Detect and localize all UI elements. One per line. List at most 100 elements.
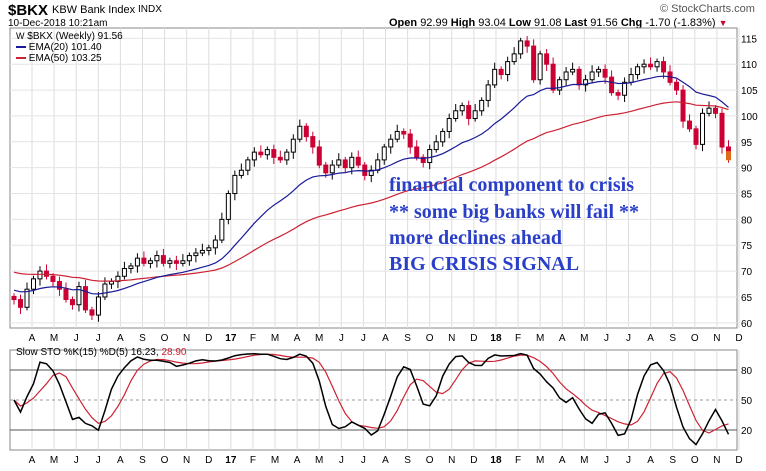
sto-x-tick-label: M: [315, 455, 323, 466]
x-tick-label: S: [404, 333, 411, 344]
sto-x-tick-label: A: [647, 455, 654, 466]
legend-ema20: EMA(20) 101.40: [16, 42, 102, 53]
candle-body: [693, 128, 699, 145]
sto-x-tick-label: A: [117, 455, 124, 466]
candle-body: [128, 265, 134, 270]
candle-body: [349, 156, 355, 169]
candle-body: [355, 156, 361, 166]
candle-body: [648, 63, 654, 68]
chg-label: Chg: [620, 17, 643, 29]
sto-x-tick-label: D: [470, 455, 477, 466]
candle-body: [433, 141, 439, 151]
candle-body: [381, 146, 387, 161]
legend-ema50-label: EMA(50) 103.25: [28, 53, 102, 64]
candle-body: [297, 125, 303, 140]
x-tick-label: J: [96, 333, 101, 344]
candle-body: [11, 295, 17, 301]
candle-body: [277, 156, 283, 161]
x-tick-label: 18: [490, 333, 502, 344]
candle-body: [245, 159, 251, 171]
candle-body: [511, 53, 517, 63]
candle-body: [485, 84, 491, 101]
x-tick-label: M: [580, 333, 588, 344]
candle-body: [602, 68, 608, 78]
candle-body: [401, 130, 407, 135]
sto-x-tick-label: N: [183, 455, 190, 466]
ohlc-readout: Open 92.99 High 93.04 Low 91.08 Last 91.…: [389, 17, 728, 29]
high-label: High: [450, 17, 476, 29]
x-tick-label: A: [29, 333, 36, 344]
candle-body: [167, 260, 173, 264]
y-tick-label: 75: [741, 241, 753, 252]
sto-x-tick-label: J: [626, 455, 631, 466]
sto-x-tick-label: M: [271, 455, 279, 466]
candle-body: [700, 112, 706, 145]
annotation-line-2: ** some big banks will fail **: [389, 201, 640, 223]
candle-body: [186, 255, 192, 262]
sto-x-tick-label: M: [50, 455, 58, 466]
last-value: 91.56: [590, 17, 618, 29]
y-tick-label: 65: [741, 293, 753, 304]
candle-body: [290, 138, 296, 153]
candle-body: [219, 218, 225, 241]
candle-body: [654, 61, 660, 68]
candle-body: [635, 66, 641, 76]
exchange: INDX: [138, 4, 162, 15]
open-label: Open: [389, 17, 418, 29]
sto-legend-d: 28.90: [161, 347, 187, 358]
candle-body: [628, 74, 634, 83]
x-tick-label: N: [713, 333, 720, 344]
candle-body: [414, 146, 420, 158]
sto-x-tick-label: 17: [225, 455, 237, 466]
x-tick-label: O: [426, 333, 434, 344]
candle-body: [17, 299, 23, 308]
sto-y-tick-label: 50: [741, 396, 753, 407]
annotation-line-1: financial component to crisis: [389, 174, 634, 196]
candle-body: [466, 105, 472, 120]
candle-body: [102, 283, 108, 298]
candle-body: [641, 63, 647, 68]
candle-body: [446, 118, 452, 132]
low-label: Low: [508, 17, 531, 29]
annotation-line-3: more declines ahead: [389, 227, 562, 249]
candle-body: [589, 71, 595, 81]
sto-x-tick-label: D: [735, 455, 742, 466]
candle-body: [674, 81, 680, 91]
candle-body: [342, 159, 348, 169]
candle-body: [557, 79, 563, 91]
candle-body: [69, 299, 75, 306]
y-tick-label: 110: [741, 60, 757, 71]
candle-body: [56, 280, 62, 290]
candle-body: [24, 288, 30, 308]
x-tick-label: J: [74, 333, 79, 344]
y-tick-label: 105: [741, 86, 758, 97]
down-arrow-icon: ▼: [718, 18, 728, 28]
sto-x-tick-label: N: [448, 455, 455, 466]
candle-body: [316, 146, 322, 166]
x-tick-label: M: [271, 333, 279, 344]
chg-value: -1.70 (-1.83%): [645, 17, 716, 29]
sto-x-tick-label: J: [339, 455, 344, 466]
sto-d-line: [13, 353, 729, 434]
x-tick-label: D: [470, 333, 477, 344]
candle-body: [440, 130, 446, 143]
candle-body: [427, 149, 433, 163]
candle-body: [50, 275, 56, 282]
candle-body: [407, 133, 413, 148]
sto-x-tick-label: M: [580, 455, 588, 466]
x-tick-label: M: [50, 333, 58, 344]
candle-body: [570, 68, 576, 73]
sto-x-tick-label: O: [161, 455, 169, 466]
candle-body: [212, 239, 218, 249]
open-value: 92.99: [420, 17, 448, 29]
x-tick-label: N: [183, 333, 190, 344]
x-tick-label: J: [361, 333, 366, 344]
sto-x-tick-label: O: [426, 455, 434, 466]
legend-ema50-swatch: [16, 57, 26, 60]
x-tick-label: A: [647, 333, 654, 344]
candle-body: [310, 136, 316, 148]
watermark: © StockCharts.com: [660, 3, 755, 15]
low-value: 91.08: [533, 17, 562, 29]
